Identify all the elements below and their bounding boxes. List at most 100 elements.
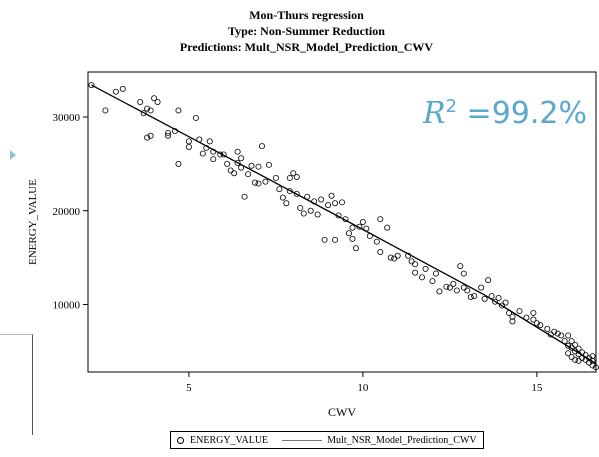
data-point — [349, 235, 356, 242]
data-point — [245, 171, 252, 178]
data-point — [387, 254, 394, 261]
data-point — [175, 160, 182, 167]
r-squared-exponent: 2 — [445, 96, 458, 117]
data-point — [283, 200, 290, 207]
data-point — [506, 309, 513, 316]
scatter-plot: 5 10 15 10000 20000 30000 CWV ENERGY_VALUE — [27, 71, 599, 419]
plot-area-frame — [87, 71, 597, 373]
data-point — [332, 200, 339, 207]
background-window-fragment — [0, 334, 33, 435]
data-point — [286, 188, 293, 195]
data-point — [165, 129, 172, 136]
data-point — [276, 186, 283, 193]
data-point — [408, 258, 415, 265]
data-point — [234, 148, 241, 155]
data-point — [492, 298, 499, 305]
data-point — [88, 82, 95, 89]
legend-line-marker-icon — [282, 439, 323, 441]
data-point — [206, 138, 213, 145]
x-axis-label: CWV — [328, 405, 356, 419]
data-point — [321, 236, 328, 243]
data-point — [377, 248, 384, 255]
data-point — [377, 216, 384, 223]
data-point — [349, 224, 356, 231]
data-point — [544, 325, 551, 332]
data-point — [391, 255, 398, 262]
data-point — [572, 356, 579, 363]
chart-subtitle-predictions: Predictions: Mult_NSR_Model_Prediction_C… — [179, 40, 434, 54]
data-point — [432, 270, 439, 277]
data-point — [453, 287, 460, 294]
data-point — [394, 252, 401, 259]
data-point — [258, 143, 265, 150]
data-point — [102, 107, 109, 114]
data-point — [467, 293, 474, 300]
data-point — [384, 224, 391, 231]
data-point — [488, 293, 495, 300]
data-point — [144, 105, 151, 112]
chart: Mon-Thurs regression Type: Non-Summer Re… — [14, 0, 599, 457]
data-point — [318, 196, 325, 203]
y-tick-label: 20000 — [53, 206, 81, 218]
data-point — [530, 309, 537, 316]
data-point — [171, 128, 178, 135]
data-point — [412, 269, 419, 276]
data-point — [119, 85, 126, 92]
data-point — [217, 151, 224, 158]
data-point — [537, 322, 544, 329]
data-point — [147, 107, 154, 114]
background-arrow-icon — [10, 150, 16, 160]
data-point — [231, 170, 238, 177]
data-point — [234, 159, 241, 166]
data-point — [224, 160, 231, 167]
data-point — [359, 218, 366, 225]
data-point — [196, 136, 203, 143]
data-point — [210, 148, 217, 155]
data-point — [335, 212, 342, 219]
data-point — [422, 265, 429, 272]
data-point — [241, 193, 248, 200]
data-point — [151, 95, 158, 102]
data-point — [185, 138, 192, 145]
data-point — [366, 233, 373, 240]
data-point — [255, 163, 262, 170]
data-point — [314, 211, 321, 218]
y-tick-label: 30000 — [53, 112, 81, 124]
chart-subtitle-type: Type: Non-Summer Reduction — [228, 24, 385, 38]
data-point — [443, 283, 450, 290]
data-point — [345, 230, 352, 237]
chart-title: Mon-Thurs regression — [249, 8, 364, 22]
data-point — [429, 278, 436, 285]
data-point — [252, 179, 259, 186]
data-point — [325, 202, 332, 209]
data-point — [220, 151, 227, 158]
data-point — [290, 170, 297, 177]
data-point — [554, 330, 561, 337]
data-point — [352, 245, 359, 252]
data-point — [565, 350, 572, 357]
data-point — [262, 178, 269, 185]
data-point — [575, 345, 582, 352]
data-point — [565, 342, 572, 349]
data-point — [272, 174, 279, 181]
data-point — [373, 238, 380, 245]
legend-entry-prediction: Mult_NSR_Model_Prediction_CWV — [327, 434, 477, 446]
data-point — [405, 252, 412, 259]
data-point — [175, 107, 182, 114]
data-point — [140, 110, 147, 117]
data-point — [530, 316, 537, 323]
data-point — [293, 173, 300, 180]
chart-legend: ENERGY_VALUE Mult_NSR_Model_Prediction_C… — [170, 431, 484, 449]
x-tick-label: 15 — [531, 382, 543, 394]
data-point — [572, 341, 579, 348]
y-tick-label: 10000 — [53, 300, 81, 312]
data-point — [589, 357, 596, 364]
data-point — [446, 284, 453, 291]
data-point — [589, 362, 596, 369]
data-point — [203, 144, 210, 151]
data-point — [502, 299, 509, 306]
data-point — [485, 277, 492, 284]
data-point — [523, 314, 530, 321]
data-point — [457, 263, 464, 270]
data-point — [311, 198, 318, 205]
